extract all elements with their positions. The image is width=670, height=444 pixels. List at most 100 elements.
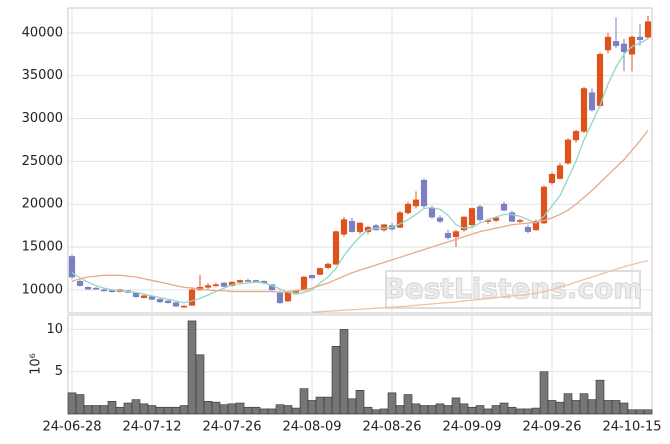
candle-body — [76, 281, 84, 286]
y-tick-label: 10000 — [22, 282, 63, 297]
volume-bar — [235, 402, 245, 415]
volume-bar — [603, 400, 613, 415]
volume-bar — [115, 406, 125, 415]
candle-body — [212, 284, 220, 287]
candle-body — [140, 295, 148, 298]
candle-body — [508, 212, 516, 222]
candle-body — [468, 208, 476, 226]
volume-bar — [443, 405, 453, 415]
candle-body — [92, 287, 100, 290]
volume-bar — [331, 346, 341, 415]
candle-body — [68, 256, 76, 278]
candle-body — [244, 280, 252, 282]
watermark: BestListens.com — [383, 272, 642, 305]
candle-body — [172, 302, 180, 307]
volume-bar — [99, 405, 109, 415]
candle-body — [548, 173, 556, 184]
volume-bar — [619, 402, 629, 415]
candle-body — [644, 21, 652, 38]
volume-bar — [595, 379, 605, 415]
volume-bar — [571, 400, 581, 415]
y-tick-label: 15000 — [22, 240, 63, 255]
candle-body — [132, 292, 140, 298]
volume-bar — [203, 401, 213, 415]
candle-body — [460, 216, 468, 231]
moving-average — [311, 260, 649, 313]
volume-bar — [611, 400, 621, 415]
candle-body — [436, 217, 444, 222]
candle-body — [428, 208, 436, 218]
candle-body — [412, 199, 420, 207]
volume-bar — [307, 400, 317, 415]
candle-body — [156, 298, 164, 303]
candle-body — [492, 217, 500, 221]
x-tick-label: 24-08-09 — [282, 420, 341, 435]
volume-bar — [627, 409, 637, 415]
candle-body — [308, 275, 316, 279]
volume-bar — [227, 403, 237, 415]
volume-bar — [387, 392, 397, 415]
y-tick-label: 25000 — [22, 154, 63, 169]
candle-body — [100, 289, 108, 292]
candle-body — [540, 186, 548, 224]
volume-bar — [459, 403, 469, 415]
volume-bar — [435, 403, 445, 415]
candle-body — [420, 179, 428, 207]
y-tick-label: 40000 — [22, 25, 63, 40]
candle-body — [404, 203, 412, 214]
volume-bar — [243, 406, 253, 415]
x-tick-label: 24-07-12 — [122, 420, 181, 435]
price-panel — [67, 7, 653, 314]
marks — [67, 15, 653, 415]
watermark-box — [385, 270, 641, 309]
volume-bar — [371, 409, 381, 415]
moving-average — [71, 38, 649, 304]
volume-bar — [323, 396, 333, 415]
volume-bar — [75, 394, 85, 415]
candle-body — [636, 36, 644, 40]
candle-body — [340, 219, 348, 235]
candle-body — [300, 276, 308, 291]
volume-bar — [291, 407, 301, 415]
volume-bar — [539, 371, 549, 415]
candle-body — [276, 292, 284, 304]
volume-bar — [403, 394, 413, 415]
volume-bar — [195, 354, 205, 415]
volume-bar — [427, 405, 437, 415]
volume-bar — [131, 399, 141, 415]
moving-average — [71, 130, 649, 294]
candle-body — [356, 222, 364, 232]
volume-bar — [171, 406, 181, 415]
candle-body — [164, 300, 172, 304]
volume-bar — [275, 404, 285, 415]
y-tick-label: 35000 — [22, 68, 63, 83]
candle-body — [564, 139, 572, 164]
candle-body — [252, 280, 260, 282]
volume-bar — [259, 408, 269, 415]
candle-body — [532, 221, 540, 231]
candle-body — [556, 165, 564, 179]
volume-bar — [299, 388, 309, 415]
volume-bar — [123, 402, 133, 415]
candle-body — [220, 282, 228, 287]
candle-body — [180, 305, 188, 308]
volume-bar — [211, 401, 221, 415]
volume-bar — [643, 409, 653, 415]
volume-bar — [355, 390, 365, 415]
candle-body — [108, 290, 116, 293]
volume-bar — [91, 405, 101, 415]
volume-bar — [147, 405, 157, 415]
volume-bar — [555, 401, 565, 415]
volume-bar — [451, 397, 461, 415]
volume-bar — [499, 402, 509, 415]
x-tick-label: 24-10-15 — [602, 420, 661, 435]
volume-bar — [347, 398, 357, 415]
y-tick-label: 10 — [46, 322, 63, 337]
y-tick-label: 20000 — [22, 197, 63, 212]
volume-bar — [635, 409, 645, 415]
volume-bar — [547, 400, 557, 415]
candle-body — [524, 227, 532, 232]
volume-bar — [83, 405, 93, 415]
volume-bar — [283, 405, 293, 415]
candle-body — [396, 212, 404, 228]
